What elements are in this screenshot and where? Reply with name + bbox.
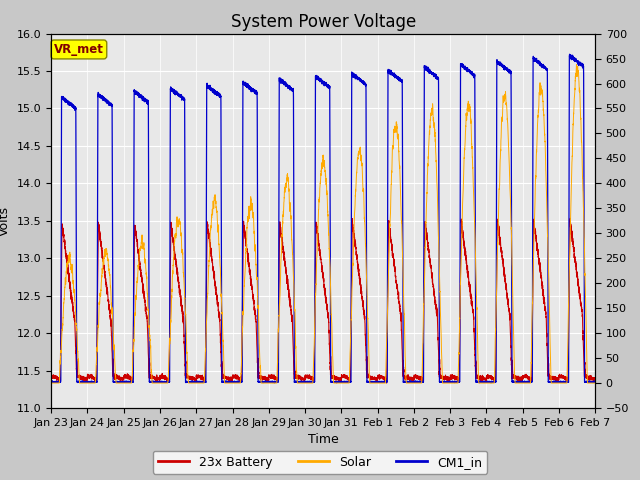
Legend: 23x Battery, Solar, CM1_in: 23x Battery, Solar, CM1_in	[153, 451, 487, 474]
Y-axis label: Volts: Volts	[0, 206, 11, 236]
Text: VR_met: VR_met	[54, 43, 104, 56]
Title: System Power Voltage: System Power Voltage	[230, 12, 416, 31]
X-axis label: Time: Time	[308, 433, 339, 446]
